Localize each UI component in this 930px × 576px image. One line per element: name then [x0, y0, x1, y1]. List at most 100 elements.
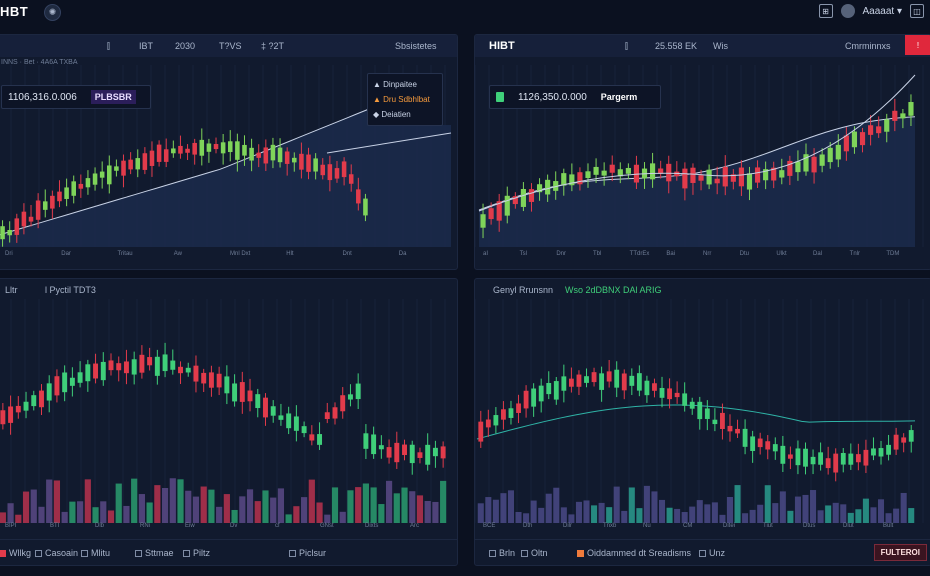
legend-toggle[interactable]: Oiddammed dt Sreadisms — [577, 548, 691, 558]
candle-body — [185, 367, 191, 373]
toolbar-item[interactable]: Sbsistetes — [395, 41, 437, 51]
checkbox-icon[interactable] — [81, 549, 88, 557]
toolbar-item[interactable]: Cmrminnxs — [845, 41, 891, 51]
candle-body — [763, 169, 769, 181]
candle-body — [674, 392, 680, 398]
legend-label: Sttmae — [145, 548, 174, 558]
candle-body — [293, 416, 299, 431]
candlestick-chart-1[interactable] — [0, 35, 458, 270]
volume-bar — [568, 514, 575, 523]
candle-body — [116, 363, 122, 371]
checkbox-icon[interactable] — [489, 549, 496, 557]
volume-bar — [84, 479, 91, 523]
candle-body — [508, 408, 514, 418]
legend-toggle[interactable]: Piclsur — [289, 548, 326, 558]
toolbar-item[interactable]: Wso 2dDBNX DAl ARIG — [565, 285, 662, 295]
axis-tick-label: GNst — [320, 523, 334, 529]
settings-icon[interactable]: ◫ — [910, 4, 924, 18]
layout-icon[interactable]: ⫿ — [107, 41, 110, 51]
candle-body — [488, 208, 494, 220]
volume-bar — [530, 500, 537, 523]
legend-toggle[interactable]: Unz — [699, 548, 725, 558]
legend-toggle[interactable]: Piltz — [183, 548, 210, 558]
legend-toggle[interactable]: Brln — [489, 548, 515, 558]
action-button[interactable]: FULTEROI — [873, 544, 927, 561]
volume-bar — [131, 478, 138, 523]
candle-body — [85, 178, 91, 188]
candle-body — [754, 167, 761, 183]
volume-bar — [870, 507, 877, 523]
volume-bar — [409, 491, 416, 523]
menu-item-2[interactable]: ▲ Dru Sdbhlbat — [373, 95, 430, 104]
menu-item-1[interactable]: ▲ Dinpaitee — [373, 80, 417, 89]
legend-toggle[interactable]: Mlitu — [81, 548, 110, 558]
volume-bar — [424, 500, 431, 523]
candle-body — [432, 447, 438, 457]
candle-body — [900, 113, 906, 119]
volume-bar — [598, 502, 605, 523]
candle-body — [893, 434, 899, 450]
candle-body — [863, 449, 869, 466]
candle-body — [561, 376, 567, 391]
avatar[interactable] — [840, 4, 855, 18]
candlestick-chart-3[interactable] — [0, 279, 458, 566]
checkbox-icon[interactable] — [135, 549, 142, 557]
notification-icon[interactable]: ⊞ — [818, 4, 833, 18]
volume-bar — [757, 504, 764, 523]
candle-body — [149, 150, 155, 166]
candle-body — [771, 167, 777, 181]
candle-body — [39, 390, 44, 408]
candle-body — [347, 394, 353, 400]
checkbox-icon[interactable] — [289, 549, 296, 557]
checkbox-icon[interactable] — [577, 549, 584, 557]
toolbar-item[interactable]: IBT — [139, 41, 154, 51]
candle-body — [107, 165, 112, 185]
menu-item-3[interactable]: ◆ Deiatien — [373, 110, 411, 119]
axis-tick-label: Dal — [813, 251, 823, 257]
price-value: 1106,316.0.006 — [8, 91, 77, 103]
toolbar-item[interactable]: l Pyctil TDT3 — [45, 285, 96, 295]
legend-toggle[interactable]: Casoain — [35, 548, 78, 558]
candle-body — [440, 446, 446, 459]
toolbar-item[interactable]: 2030 — [175, 41, 196, 51]
axis-tick-label: Hlt — [286, 251, 294, 257]
layout-icon[interactable]: ⫿ — [625, 41, 628, 51]
legend-label: Oiddammed dt Sreadisms — [587, 548, 692, 558]
candle-body — [599, 373, 605, 390]
toolbar-item[interactable]: T?VS — [219, 41, 242, 51]
alert-button[interactable]: ! — [905, 35, 930, 55]
legend-toggle[interactable]: Oltn — [521, 548, 548, 558]
candle-body — [156, 144, 162, 162]
legend-toggle[interactable]: Sttmae — [135, 548, 174, 558]
checkbox-icon[interactable] — [183, 549, 190, 557]
toolbar-item[interactable]: 25.558 EK — [655, 41, 698, 51]
toolbar-item[interactable]: Genyl Rrunsnn — [493, 285, 554, 295]
volume-bar — [877, 499, 885, 523]
checkbox-icon[interactable] — [699, 549, 706, 557]
candle-body — [666, 163, 672, 182]
candlestick-chart-2[interactable] — [475, 35, 930, 270]
checkbox-icon[interactable] — [35, 549, 42, 557]
volume-bar — [794, 496, 801, 523]
candle-body — [859, 132, 866, 146]
checkbox-icon[interactable] — [0, 549, 6, 557]
axis-tick-label: Dar — [61, 251, 71, 257]
legend-toggle[interactable]: Wllkg — [0, 548, 31, 558]
candle-body — [818, 452, 824, 465]
legend-label: Piclsur — [299, 548, 327, 558]
candle-body — [908, 102, 914, 116]
volume-bar — [575, 501, 582, 523]
volume-bar — [477, 503, 484, 523]
globe-icon[interactable]: ✺ — [44, 4, 61, 21]
candle-body — [803, 154, 809, 172]
legend-label: Mlitu — [91, 548, 111, 558]
checkbox-icon[interactable] — [521, 549, 528, 557]
volume-bar — [339, 511, 346, 523]
toolbar-item[interactable]: Lltr — [5, 285, 18, 295]
user-menu[interactable]: Aaaaat ▾ — [862, 5, 903, 17]
toolbar-item[interactable]: ‡ ?2T — [261, 41, 285, 51]
candle-body — [609, 164, 615, 173]
candlestick-chart-4[interactable] — [475, 279, 930, 566]
toolbar-item[interactable]: Wis — [713, 41, 728, 51]
candle-body — [306, 154, 311, 172]
